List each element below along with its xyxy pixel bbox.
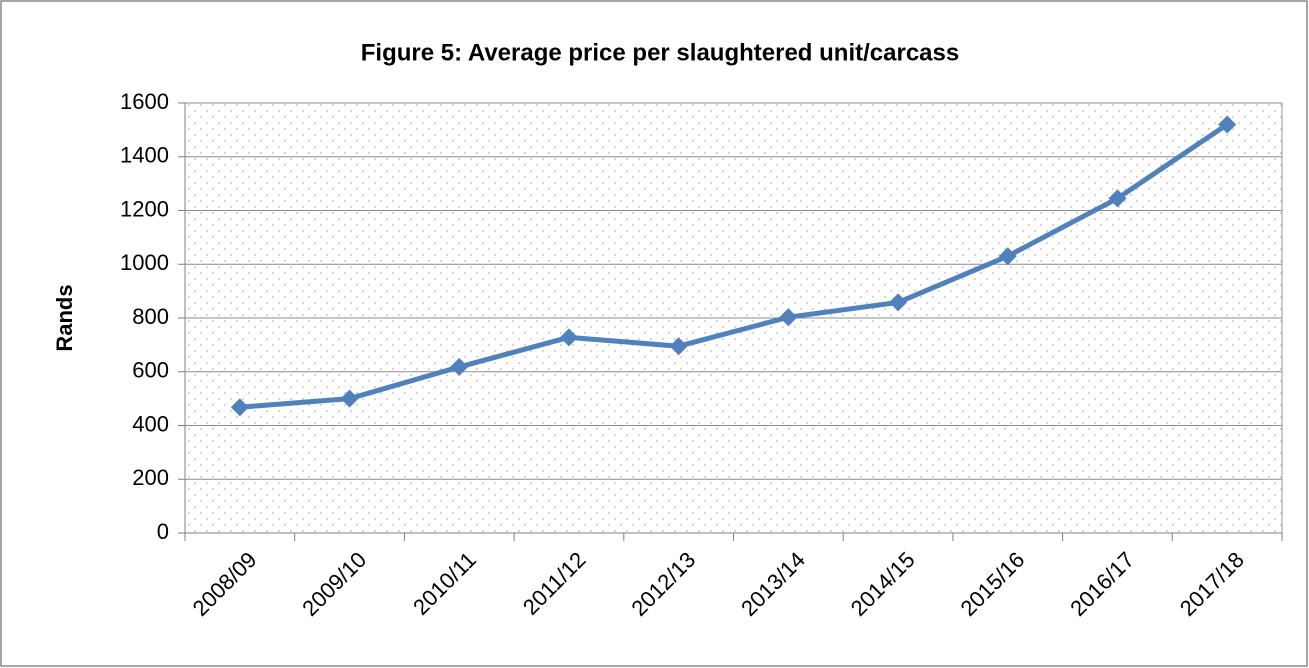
data-point <box>340 389 359 408</box>
data-point <box>779 308 798 327</box>
data-point <box>1218 115 1237 134</box>
data-point <box>230 398 249 417</box>
data-point <box>1108 189 1127 208</box>
data-point <box>669 337 688 356</box>
data-point <box>559 328 578 347</box>
chart-title: Figure 5: Average price per slaughtered … <box>361 39 959 66</box>
data-point <box>889 293 908 312</box>
y-tick-label: 200 <box>132 465 169 490</box>
y-tick-label: 800 <box>132 304 169 329</box>
data-line <box>239 122 1229 410</box>
y-tick-label: 600 <box>132 358 169 383</box>
y-axis-label: Rands <box>52 284 77 351</box>
data-point <box>998 247 1017 266</box>
data-point <box>450 357 469 376</box>
y-tick-label: 1600 <box>120 89 169 114</box>
y-tick-label: 1200 <box>120 196 169 221</box>
y-tick-label: 0 <box>157 519 169 544</box>
y-tick-label: 1000 <box>120 250 169 275</box>
y-tick-label: 400 <box>132 411 169 436</box>
y-tick-label: 1400 <box>120 143 169 168</box>
